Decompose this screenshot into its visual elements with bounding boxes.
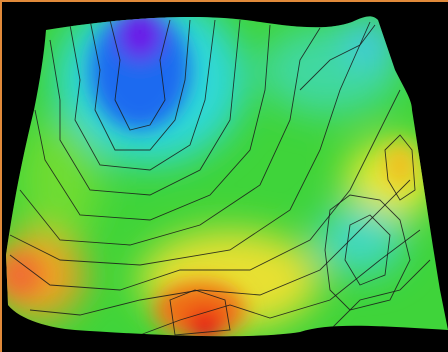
frame-top <box>0 0 448 2</box>
contour-lines <box>9 19 431 336</box>
frame-left <box>0 0 2 352</box>
